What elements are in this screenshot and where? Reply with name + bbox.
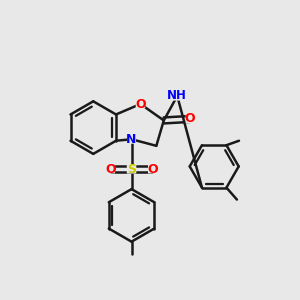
FancyBboxPatch shape [171, 91, 183, 101]
FancyBboxPatch shape [136, 100, 145, 109]
FancyBboxPatch shape [186, 115, 195, 123]
Text: S: S [127, 163, 136, 176]
FancyBboxPatch shape [127, 165, 136, 174]
Text: O: O [105, 163, 116, 176]
Text: N: N [126, 133, 137, 146]
FancyBboxPatch shape [148, 165, 157, 173]
Text: O: O [185, 112, 195, 125]
FancyBboxPatch shape [106, 165, 115, 173]
Text: O: O [135, 98, 146, 110]
Text: O: O [147, 163, 158, 176]
Text: NH: NH [167, 89, 187, 103]
FancyBboxPatch shape [127, 135, 136, 144]
